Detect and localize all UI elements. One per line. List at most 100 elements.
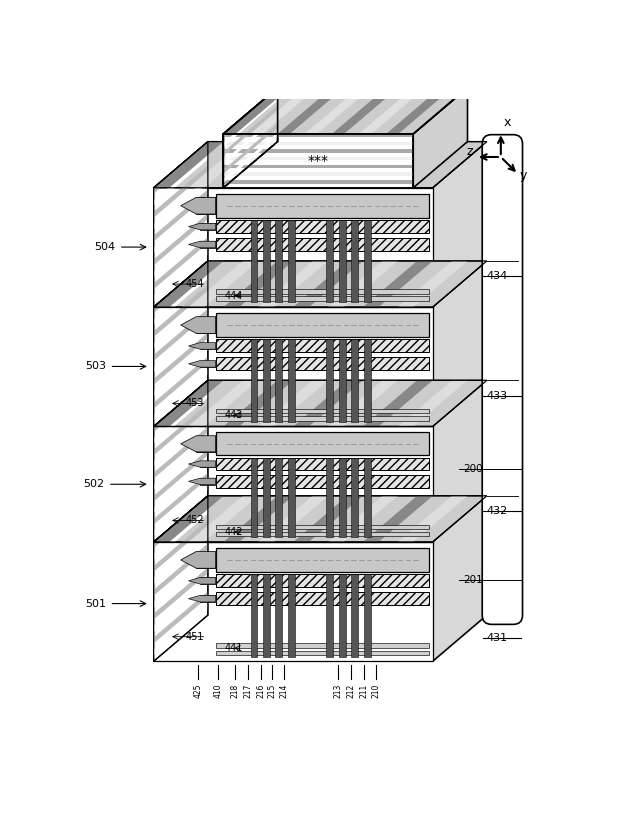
Polygon shape (200, 577, 216, 584)
Polygon shape (216, 433, 429, 456)
Polygon shape (154, 380, 223, 427)
Polygon shape (196, 436, 216, 452)
Text: 210: 210 (372, 684, 381, 698)
Polygon shape (359, 88, 426, 134)
Polygon shape (154, 556, 208, 608)
Polygon shape (216, 457, 429, 471)
Polygon shape (293, 496, 363, 542)
Polygon shape (154, 261, 487, 307)
Polygon shape (216, 238, 429, 251)
Text: 425: 425 (193, 684, 202, 698)
Polygon shape (275, 339, 282, 422)
Polygon shape (339, 220, 346, 303)
Polygon shape (223, 97, 278, 147)
Text: 442: 442 (224, 527, 243, 537)
Text: 216: 216 (256, 684, 265, 698)
Polygon shape (263, 220, 270, 303)
Polygon shape (154, 508, 208, 560)
Polygon shape (189, 342, 216, 349)
Polygon shape (154, 141, 208, 194)
Polygon shape (216, 475, 429, 488)
Text: 432: 432 (487, 506, 508, 516)
Polygon shape (363, 141, 433, 188)
Polygon shape (180, 436, 216, 452)
Polygon shape (223, 88, 467, 134)
Polygon shape (293, 380, 363, 427)
Polygon shape (154, 496, 487, 542)
Polygon shape (154, 450, 208, 501)
Polygon shape (216, 416, 429, 420)
Polygon shape (154, 261, 223, 307)
Polygon shape (154, 261, 208, 313)
Polygon shape (223, 141, 413, 145)
Polygon shape (332, 88, 398, 134)
Polygon shape (154, 532, 208, 584)
Text: 431: 431 (487, 633, 508, 643)
Polygon shape (339, 339, 346, 422)
Polygon shape (223, 141, 293, 188)
Polygon shape (259, 380, 328, 427)
Polygon shape (216, 289, 429, 294)
Polygon shape (154, 392, 208, 444)
Polygon shape (326, 574, 333, 657)
Text: 217: 217 (244, 684, 253, 698)
Polygon shape (326, 220, 333, 303)
Polygon shape (386, 88, 452, 134)
Polygon shape (397, 261, 468, 307)
Polygon shape (363, 261, 433, 307)
Polygon shape (223, 134, 413, 188)
Polygon shape (223, 261, 293, 307)
Text: 214: 214 (279, 684, 289, 698)
Polygon shape (180, 317, 216, 333)
Polygon shape (397, 141, 468, 188)
Polygon shape (216, 524, 429, 529)
Polygon shape (223, 150, 413, 153)
Polygon shape (154, 542, 433, 662)
Polygon shape (154, 154, 208, 206)
Polygon shape (154, 297, 208, 349)
Polygon shape (223, 496, 293, 542)
Polygon shape (200, 361, 216, 367)
Polygon shape (154, 307, 433, 427)
Polygon shape (413, 88, 467, 188)
Polygon shape (275, 220, 282, 303)
Polygon shape (189, 361, 216, 367)
Polygon shape (154, 141, 208, 307)
Polygon shape (189, 595, 216, 602)
Polygon shape (288, 574, 294, 657)
Polygon shape (154, 273, 208, 325)
Polygon shape (189, 478, 216, 485)
Polygon shape (223, 165, 413, 168)
Text: 443: 443 (224, 410, 243, 420)
Polygon shape (326, 457, 333, 538)
Polygon shape (216, 409, 429, 414)
Text: 454: 454 (186, 279, 204, 289)
Polygon shape (189, 577, 216, 584)
Polygon shape (154, 380, 208, 433)
Text: 452: 452 (186, 515, 204, 525)
Polygon shape (223, 380, 293, 427)
Polygon shape (154, 188, 433, 662)
Polygon shape (154, 438, 208, 490)
Polygon shape (328, 380, 398, 427)
Text: 200: 200 (463, 464, 483, 474)
Polygon shape (250, 574, 257, 657)
Polygon shape (154, 178, 208, 230)
Polygon shape (154, 189, 208, 241)
Polygon shape (263, 339, 270, 422)
Polygon shape (351, 220, 358, 303)
Polygon shape (216, 651, 429, 655)
Polygon shape (154, 473, 208, 524)
Polygon shape (154, 345, 208, 397)
Polygon shape (433, 141, 487, 662)
Polygon shape (154, 356, 208, 409)
Polygon shape (154, 249, 208, 301)
Polygon shape (223, 88, 278, 188)
Polygon shape (154, 543, 208, 595)
Polygon shape (250, 220, 257, 303)
Polygon shape (154, 141, 223, 188)
Polygon shape (154, 485, 208, 536)
Polygon shape (154, 332, 208, 385)
Text: y: y (520, 169, 527, 182)
Polygon shape (189, 496, 259, 542)
